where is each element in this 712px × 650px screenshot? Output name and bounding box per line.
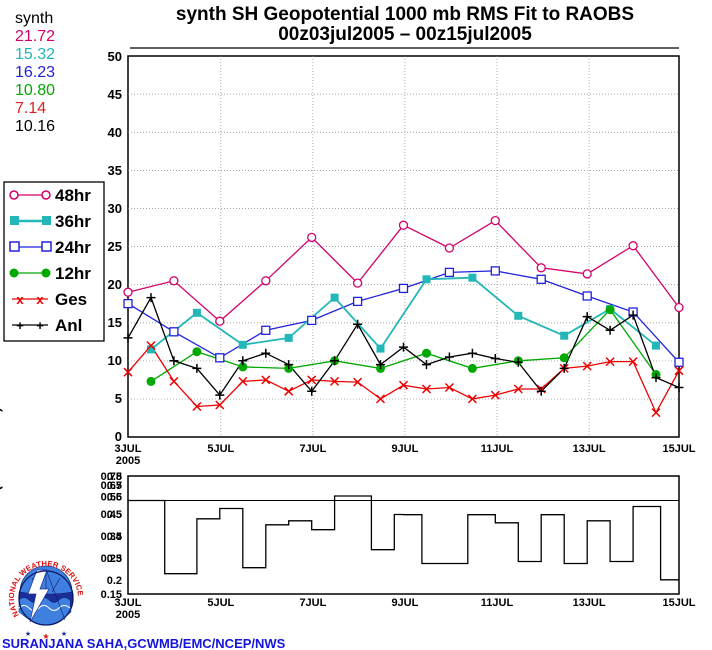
- svg-text:30: 30: [108, 201, 122, 216]
- svg-text:x: x: [16, 292, 24, 307]
- svg-text:15: 15: [108, 315, 122, 330]
- svg-text:35: 35: [108, 163, 122, 178]
- svg-text:(in hundreds): (in hundreds): [0, 407, 3, 490]
- svg-text:10.16: 10.16: [15, 118, 55, 135]
- svg-text:9JUL: 9JUL: [391, 597, 418, 609]
- svg-text:15JUL: 15JUL: [662, 597, 695, 609]
- svg-text:11JUL: 11JUL: [481, 597, 514, 609]
- svg-text:+: +: [36, 318, 44, 333]
- svg-text:2005: 2005: [116, 609, 140, 621]
- svg-text:x: x: [36, 292, 44, 307]
- svg-text:7JUL: 7JUL: [299, 597, 326, 609]
- svg-text:5JUL: 5JUL: [207, 597, 234, 609]
- svg-text:0.25: 0.25: [101, 553, 122, 565]
- svg-text:11JUL: 11JUL: [481, 443, 514, 455]
- svg-text:15.32: 15.32: [15, 46, 55, 63]
- svg-text:16.23: 16.23: [15, 64, 55, 81]
- svg-text:7.14: 7.14: [15, 100, 46, 117]
- svg-text:21.72: 21.72: [15, 28, 55, 45]
- svg-text:9JUL: 9JUL: [391, 443, 418, 455]
- svg-text:5JUL: 5JUL: [207, 443, 234, 455]
- svg-text:synth: synth: [15, 10, 53, 27]
- svg-text:13JUL: 13JUL: [573, 597, 606, 609]
- svg-text:0: 0: [115, 429, 122, 444]
- svg-text:10: 10: [108, 353, 122, 368]
- svg-text:7JUL: 7JUL: [299, 443, 326, 455]
- svg-text:20: 20: [108, 277, 122, 292]
- svg-text:48hr: 48hr: [55, 186, 91, 205]
- svg-text:Anl: Anl: [55, 316, 82, 335]
- svg-text:0.65: 0.65: [101, 480, 122, 492]
- svg-text:45: 45: [108, 87, 122, 102]
- svg-text:+: +: [16, 318, 24, 333]
- svg-text:12hr: 12hr: [55, 264, 91, 283]
- svg-text:Ges: Ges: [55, 290, 87, 309]
- svg-text:5: 5: [115, 391, 122, 406]
- svg-text:0.2: 0.2: [107, 575, 122, 587]
- svg-text:40: 40: [108, 125, 122, 140]
- svg-text:0.55: 0.55: [101, 492, 122, 504]
- svg-text:24hr: 24hr: [55, 238, 91, 257]
- svg-text:0.35: 0.35: [101, 531, 122, 543]
- svg-text:13JUL: 13JUL: [573, 443, 606, 455]
- svg-text:15JUL: 15JUL: [662, 443, 695, 455]
- svg-text:50: 50: [108, 49, 122, 64]
- svg-text:10.80: 10.80: [15, 82, 55, 99]
- svg-text:0.45: 0.45: [101, 509, 122, 521]
- svg-text:00z03jul2005 – 00z15jul2005: 00z03jul2005 – 00z15jul2005: [278, 24, 532, 45]
- svg-text:2005: 2005: [116, 455, 140, 467]
- svg-text:SURANJANA SAHA,GCWMB/EMC/NCEP/: SURANJANA SAHA,GCWMB/EMC/NCEP/NWS: [2, 636, 286, 650]
- svg-text:3JUL: 3JUL: [115, 443, 142, 455]
- svg-text:36hr: 36hr: [55, 212, 91, 231]
- svg-text:0.15: 0.15: [101, 589, 122, 601]
- svg-text:25: 25: [108, 239, 122, 254]
- svg-text:synth SH Geopotential 1000 mb: synth SH Geopotential 1000 mb RMS Fit to…: [176, 4, 634, 25]
